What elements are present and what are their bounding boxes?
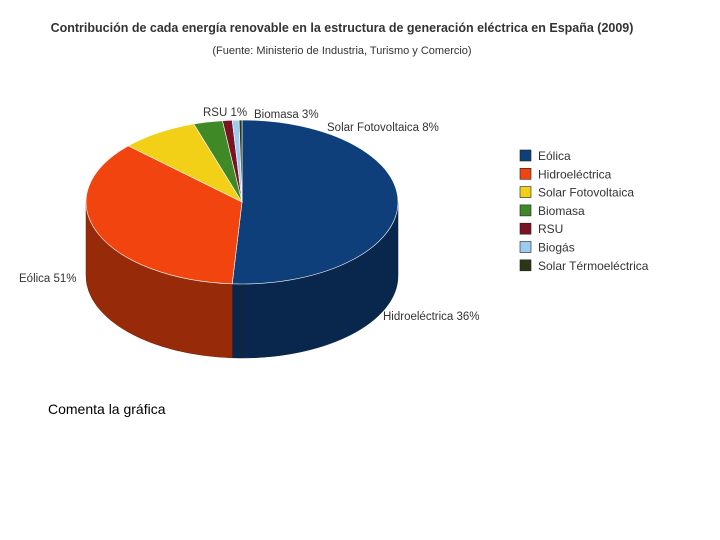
chart-title: Contribución de cada energía renovable e…: [51, 21, 634, 35]
legend-swatch-2: [519, 186, 532, 198]
slice-label-4: RSU 1%: [203, 107, 247, 119]
slice-label-0: Eólica 51%: [19, 273, 77, 285]
legend-label-1: Hidroeléctrica: [538, 167, 612, 181]
legend-label-3: Biomasa: [538, 204, 585, 218]
caption: Comenta la gráfica: [48, 401, 166, 417]
pie-slice-1: [85, 145, 243, 285]
legend-label-5: Biogás: [538, 241, 575, 255]
pie-tops: [85, 119, 399, 285]
legend-swatch-1: [519, 168, 532, 180]
slice-label-2: Solar Fotovoltaica 8%: [327, 122, 439, 134]
legend: Eólica Hidroeléctrica Solar Fotovoltaica Bi…: [519, 149, 649, 273]
legend-swatch-0: [519, 149, 532, 162]
legend-label-4: RSU: [538, 222, 563, 236]
legend-label-0: Eólica: [538, 149, 571, 163]
pie-slice-0: [231, 119, 399, 285]
legend-label-6: Solar Térmoeléctrica: [538, 259, 649, 273]
legend-label-2: Solar Fotovoltaica: [538, 186, 634, 200]
legend-swatch-6: [519, 259, 532, 272]
slice-label-3: Biomasa 3%: [254, 109, 319, 121]
legend-swatch-5: [519, 241, 532, 253]
slice-label-1: Hidroeléctrica 36%: [383, 311, 480, 323]
legend-swatch-4: [519, 222, 532, 235]
pie-labels: Eólica 51% Hidroeléctrica 36% Solar Fotovo…: [19, 107, 480, 323]
pie-slice-6: [238, 119, 243, 203]
chart-subtitle: (Fuente: Ministerio de Industria, Turism…: [212, 45, 471, 57]
legend-swatch-3: [519, 204, 532, 217]
